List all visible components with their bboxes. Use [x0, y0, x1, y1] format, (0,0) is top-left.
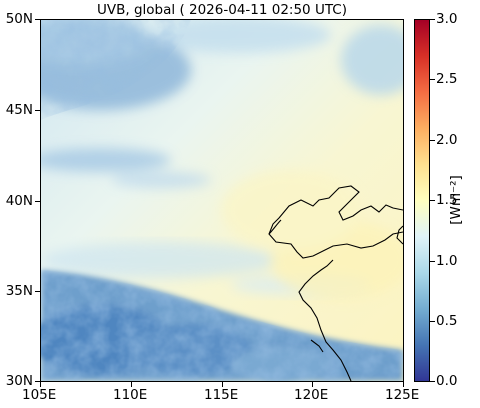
map-title: UVB, global ( 2026-04-11 02:50 UTC) — [97, 2, 347, 18]
colorbar-tick-mark — [430, 19, 435, 20]
xtick-mark — [131, 382, 132, 387]
colorbar-tick-label: 2.5 — [436, 71, 458, 87]
colorbar — [414, 19, 430, 382]
lat-tick-label: 40N — [5, 193, 33, 209]
coastline — [268, 185, 403, 381]
colorbar-tick-mark — [430, 200, 435, 201]
ytick-mark — [35, 291, 40, 292]
ytick-mark — [35, 201, 40, 202]
uvb-map — [40, 19, 404, 382]
ytick-mark — [35, 381, 40, 382]
colorbar-tick-mark — [430, 79, 435, 80]
lat-tick-label: 50N — [5, 11, 33, 27]
lat-tick-label: 35N — [5, 283, 33, 299]
lat-tick-label: 30N — [5, 373, 33, 389]
lon-tick-label: 115E — [204, 387, 239, 403]
lon-tick-label: 125E — [385, 387, 420, 403]
lon-tick-label: 110E — [113, 387, 148, 403]
colorbar-tick-label: 0.5 — [436, 313, 458, 329]
colorbar-tick-mark — [430, 140, 435, 141]
lon-tick-label: 120E — [294, 387, 329, 403]
colorbar-tick-mark — [430, 321, 435, 322]
colorbar-tick-mark — [430, 261, 435, 262]
colorbar-tick-label: 1.5 — [436, 192, 458, 208]
colorbar-tick-label: 3.0 — [436, 11, 458, 27]
ytick-mark — [35, 110, 40, 111]
colorbar-label: [Wm⁻²] — [448, 175, 464, 225]
xtick-mark — [403, 382, 404, 387]
lat-tick-label: 45N — [5, 102, 33, 118]
xtick-mark — [312, 382, 313, 387]
uvb-field — [41, 20, 403, 381]
colorbar-tick-label: 2.0 — [436, 132, 458, 148]
colorbar-tick-mark — [430, 381, 435, 382]
ytick-mark — [35, 19, 40, 20]
lon-tick-label: 105E — [22, 387, 57, 403]
xtick-mark — [222, 382, 223, 387]
colorbar-tick-label: 1.0 — [436, 253, 458, 269]
colorbar-tick-label: 0.0 — [436, 373, 458, 389]
xtick-mark — [40, 382, 41, 387]
